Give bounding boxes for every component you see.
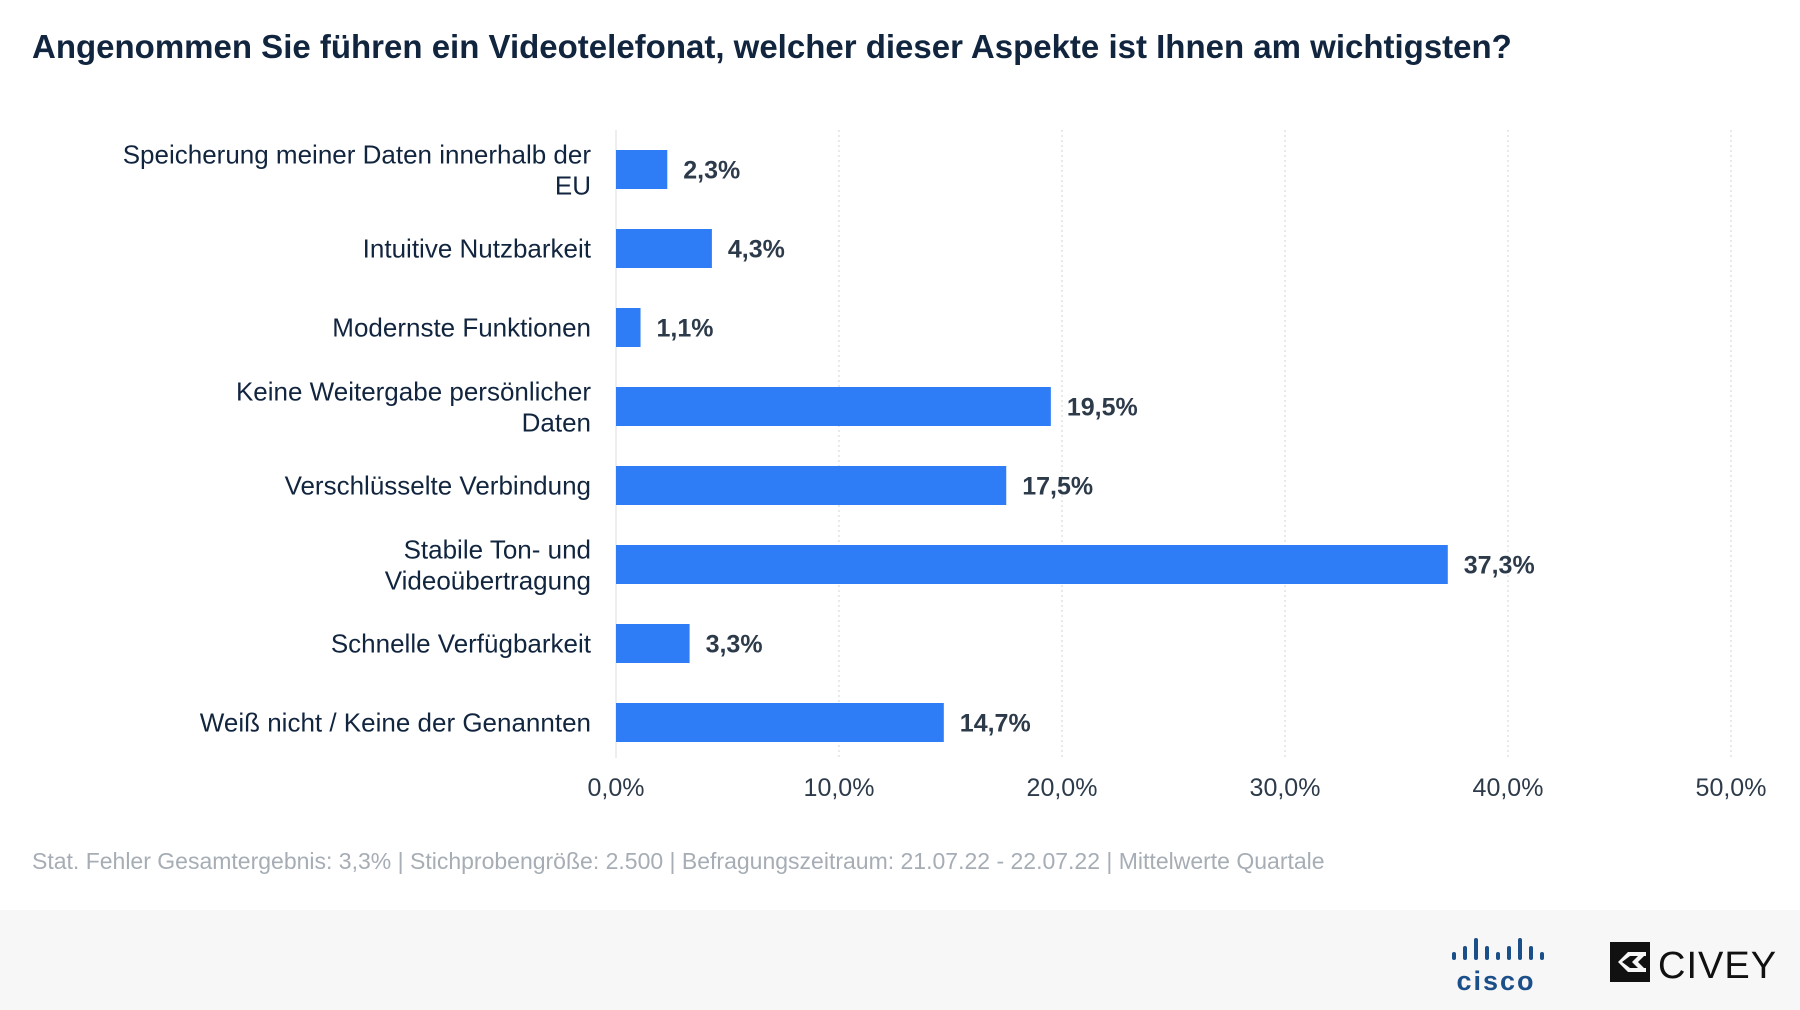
bar bbox=[616, 466, 1007, 505]
x-tick-label: 40,0% bbox=[1473, 774, 1544, 802]
value-label: 17,5% bbox=[1022, 473, 1093, 501]
civey-logo: CIVEY bbox=[1610, 942, 1777, 984]
x-tick-label: 50,0% bbox=[1696, 774, 1767, 802]
cisco-logo-bar bbox=[1485, 946, 1489, 960]
civey-logo-mark bbox=[1610, 942, 1650, 982]
category-label: Verschlüsselte Verbindung bbox=[285, 471, 591, 501]
footnote: Stat. Fehler Gesamtergebnis: 3,3% | Stic… bbox=[32, 848, 1325, 874]
cisco-logo: cisco bbox=[1452, 938, 1544, 994]
value-label: 4,3% bbox=[728, 236, 785, 264]
bar bbox=[616, 150, 668, 189]
x-tick-label: 10,0% bbox=[804, 774, 875, 802]
x-tick-label: 0,0% bbox=[588, 774, 645, 802]
value-label: 1,1% bbox=[657, 315, 714, 343]
category-label: Schnelle Verfügbarkeit bbox=[331, 629, 592, 659]
x-tick-label: 20,0% bbox=[1027, 774, 1098, 802]
chart-title: Angenommen Sie führen ein Videotelefonat… bbox=[32, 28, 1512, 65]
cisco-logo-bar bbox=[1452, 952, 1456, 960]
x-tick-label: 30,0% bbox=[1250, 774, 1321, 802]
category-label: Weiß nicht / Keine der Genannten bbox=[200, 708, 591, 738]
cisco-logo-bar bbox=[1463, 946, 1467, 960]
value-label: 2,3% bbox=[683, 157, 740, 185]
cisco-logo-bar bbox=[1540, 952, 1544, 960]
cisco-logo-text: cisco bbox=[1456, 966, 1535, 994]
bar bbox=[616, 624, 690, 663]
bar bbox=[616, 229, 712, 268]
cisco-logo-bar bbox=[1496, 952, 1500, 960]
cisco-logo-bar bbox=[1474, 938, 1478, 960]
category-label: Stabile Ton- und Videoübertragung bbox=[385, 535, 591, 596]
bar bbox=[616, 703, 944, 742]
value-label: 37,3% bbox=[1464, 552, 1535, 580]
value-label: 14,7% bbox=[960, 710, 1031, 738]
cisco-logo-bar bbox=[1529, 946, 1533, 960]
value-label: 3,3% bbox=[706, 631, 763, 659]
category-label: Speicherung meiner Daten innerhalb der EU bbox=[123, 140, 592, 201]
bar-chart: Speicherung meiner Daten innerhalb der EU… bbox=[123, 130, 1767, 802]
footer-bar: cisco CIVEY bbox=[0, 910, 1800, 1010]
civey-logo-text: CIVEY bbox=[1658, 945, 1777, 984]
cisco-logo-bar bbox=[1507, 946, 1511, 960]
category-label: Keine Weitergabe persönlicher Daten bbox=[236, 377, 591, 438]
category-label: Modernste Funktionen bbox=[332, 313, 591, 343]
cisco-logo-bars bbox=[1452, 938, 1544, 960]
bar bbox=[616, 387, 1051, 426]
category-label: Intuitive Nutzbarkeit bbox=[363, 234, 592, 264]
bar bbox=[616, 545, 1448, 584]
cisco-logo-bar bbox=[1518, 938, 1522, 960]
bar bbox=[616, 308, 641, 347]
value-label: 19,5% bbox=[1067, 394, 1138, 422]
